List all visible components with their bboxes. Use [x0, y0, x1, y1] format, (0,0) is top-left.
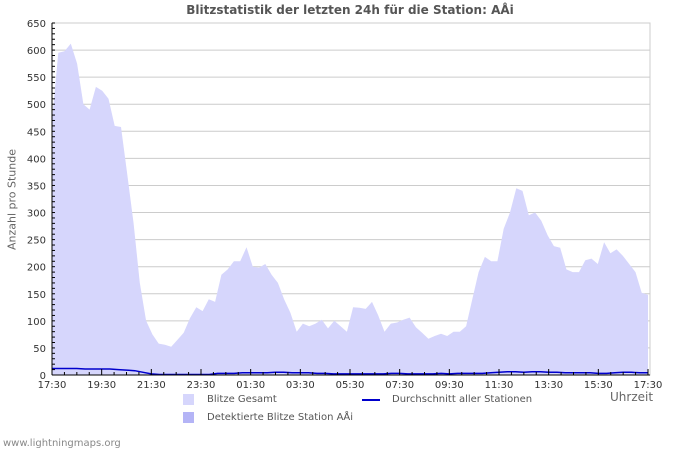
legend-label-average: Durchschnitt aller Stationen [392, 394, 533, 405]
svg-text:21:30: 21:30 [137, 380, 166, 391]
legend-swatch-total [183, 394, 194, 405]
x-axis-label: Uhrzeit [610, 390, 654, 404]
svg-text:650: 650 [27, 19, 46, 30]
svg-text:0: 0 [40, 371, 46, 382]
legend-swatch-station [183, 412, 194, 423]
svg-text:19:30: 19:30 [87, 380, 116, 391]
svg-text:50: 50 [33, 344, 46, 355]
svg-text:400: 400 [27, 154, 46, 165]
svg-text:550: 550 [27, 73, 46, 84]
legend-item-average: Durchschnitt aller Stationen [362, 394, 532, 405]
y-axis-label: Anzahl pro Stunde [5, 149, 19, 251]
svg-text:03:30: 03:30 [286, 380, 315, 391]
svg-text:09:30: 09:30 [435, 380, 464, 391]
svg-text:450: 450 [27, 127, 46, 138]
svg-text:600: 600 [27, 46, 46, 57]
svg-text:500: 500 [27, 100, 46, 111]
footer-source: www.lightningmaps.org [3, 438, 121, 449]
svg-text:01:30: 01:30 [236, 380, 265, 391]
legend-swatch-average [362, 398, 380, 401]
svg-text:17:30: 17:30 [634, 380, 663, 391]
svg-text:07:30: 07:30 [385, 380, 414, 391]
legend-item-station: Detektierte Blitze Station AÅi [183, 412, 353, 423]
svg-text:05:30: 05:30 [336, 380, 365, 391]
svg-text:200: 200 [27, 263, 46, 274]
svg-text:23:30: 23:30 [187, 380, 216, 391]
svg-text:13:30: 13:30 [534, 380, 563, 391]
svg-text:100: 100 [27, 317, 46, 328]
svg-text:250: 250 [27, 236, 46, 247]
legend-item-total: Blitze Gesamt [183, 394, 277, 405]
legend-label-station: Detektierte Blitze Station AÅi [207, 412, 354, 423]
area-blitze-gesamt [52, 43, 648, 375]
svg-text:17:30: 17:30 [38, 380, 67, 391]
legend-label-total: Blitze Gesamt [207, 394, 277, 405]
axes: 0 50 100 150 200 250 300 350 400 450 500 550 600 650 1… [27, 19, 663, 391]
svg-text:15:30: 15:30 [584, 380, 613, 391]
svg-text:350: 350 [27, 181, 46, 192]
svg-text:150: 150 [27, 290, 46, 301]
chart-title: Blitzstatistik der letzten 24h für die S… [186, 3, 514, 17]
svg-text:300: 300 [27, 209, 46, 220]
svg-text:11:30: 11:30 [485, 380, 514, 391]
